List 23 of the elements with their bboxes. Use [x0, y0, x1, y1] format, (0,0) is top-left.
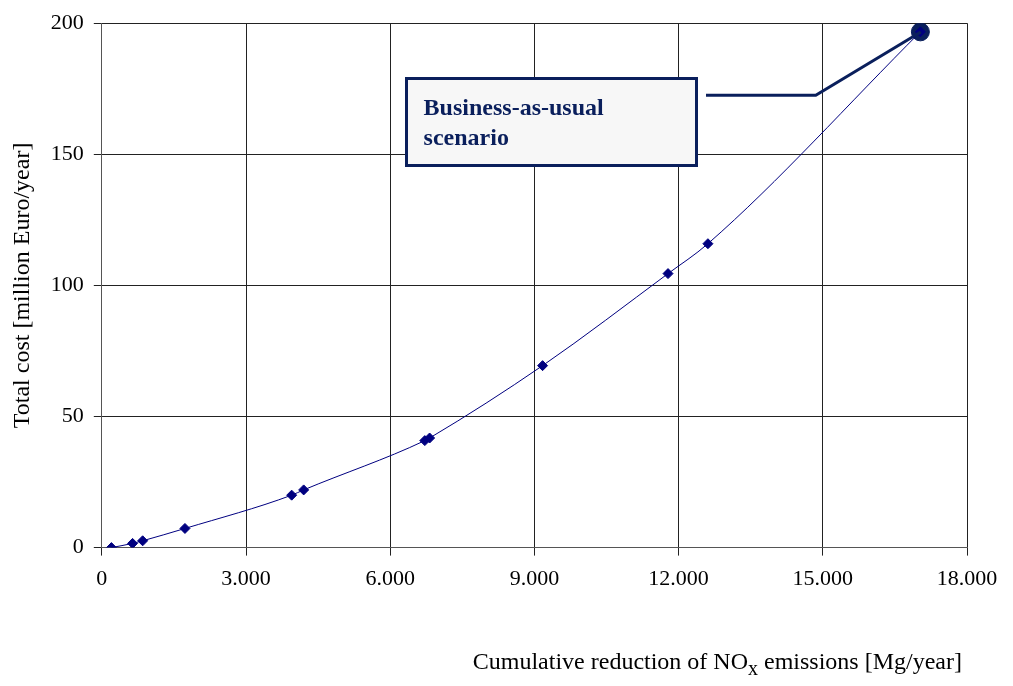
- point: [179, 522, 191, 534]
- y-tick-label: 50: [61, 402, 84, 428]
- x-axis-title: Cumulative reduction of NO$_{x}$ emissions [Mg/year]: [471, 648, 962, 680]
- y-tick-label: 100: [50, 271, 84, 297]
- annotation: Business-as-usual scenario: [404, 77, 698, 168]
- x-tick-label: 9.000: [509, 564, 560, 590]
- y-tick-label: 0: [72, 533, 84, 559]
- y-tick-label: 150: [50, 140, 84, 166]
- point: [127, 537, 139, 548]
- x-tick-label: 12.000: [648, 564, 709, 590]
- point: [702, 238, 714, 250]
- x-tick-label: 18.000: [936, 564, 998, 590]
- point: [537, 360, 549, 372]
- x-tick-label: 3.000: [221, 564, 271, 590]
- x-tick-label: 0: [96, 564, 108, 590]
- y-axis-title: Total cost [million Euro/year]: [7, 142, 34, 429]
- point: [286, 489, 298, 501]
- x-tick-label: 15.000: [792, 564, 854, 590]
- point: [662, 268, 674, 280]
- x-tick-label: 6.000: [365, 564, 415, 590]
- y-tick-label: 200: [50, 8, 84, 34]
- point: [298, 484, 310, 496]
- point: [137, 535, 149, 547]
